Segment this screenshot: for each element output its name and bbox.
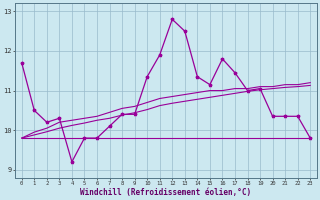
X-axis label: Windchill (Refroidissement éolien,°C): Windchill (Refroidissement éolien,°C)	[80, 188, 252, 197]
